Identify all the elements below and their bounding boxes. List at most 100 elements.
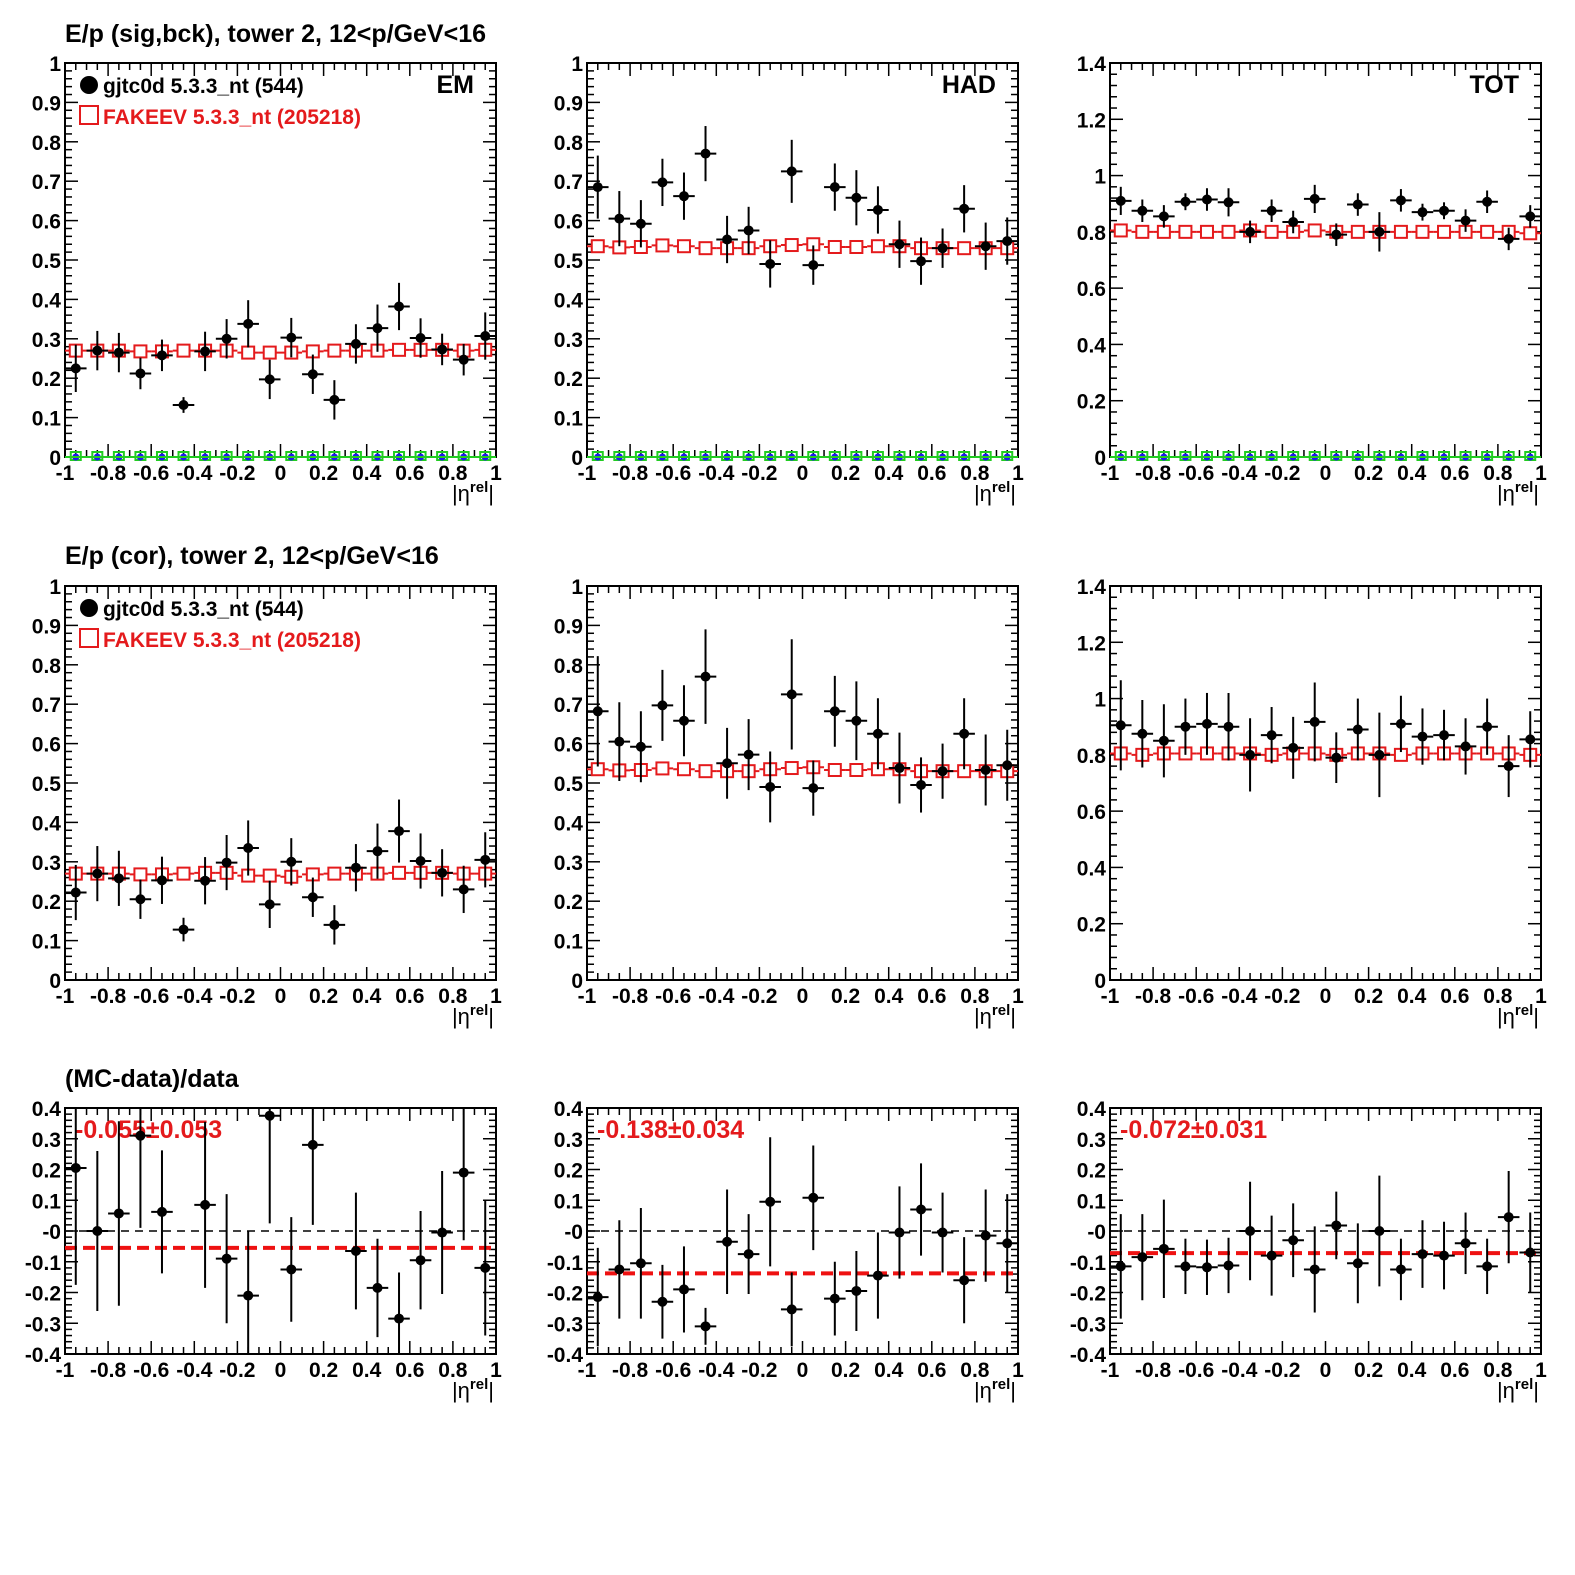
data-point	[1288, 1235, 1299, 1246]
data-point	[1352, 199, 1363, 210]
y-tick-label: 1	[1094, 166, 1106, 189]
x-tick-label: 0.6	[1440, 462, 1469, 485]
data-point	[916, 1204, 927, 1215]
x-tick-label: 0	[1320, 1359, 1332, 1382]
y-tick-label: 1	[49, 53, 61, 76]
mc-point	[957, 241, 972, 256]
data-point	[1482, 196, 1493, 207]
x-axis-title: |ηrel|	[1497, 1376, 1539, 1403]
y-tick-label: 0.9	[32, 615, 61, 638]
data-point	[1525, 1247, 1536, 1258]
x-tick-label: -0.2	[219, 462, 255, 485]
mc-point	[1393, 224, 1408, 239]
data-point	[92, 1226, 103, 1236]
data-point	[1352, 1258, 1363, 1269]
panel-cor-tot: 00.20.40.60.811.21.4-1 -0.8 -0.6 -0.4 -0.2 0 0…	[1077, 576, 1547, 1029]
data-point	[765, 1196, 776, 1207]
data-point	[1460, 215, 1471, 226]
y-tick-label: 0.4	[554, 812, 584, 835]
data-point	[92, 868, 103, 879]
mc-point	[262, 345, 277, 360]
x-tick-label: -1	[578, 462, 597, 485]
data-point	[1525, 211, 1536, 222]
x-tick-label: -0.4	[176, 1359, 213, 1382]
x-tick-label: 0.6	[917, 462, 946, 485]
x-tick-label: 1	[1535, 462, 1547, 485]
x-tick-label: -0.8	[90, 985, 127, 1008]
mc-point	[262, 868, 277, 883]
data-point	[700, 1321, 711, 1332]
data-point	[437, 344, 448, 355]
data-point	[329, 919, 340, 930]
data-point	[743, 1249, 754, 1260]
data-point	[1439, 205, 1450, 216]
x-tick-label: 0.8	[438, 462, 468, 485]
data-point	[286, 1264, 297, 1275]
data-point	[113, 873, 124, 884]
y-tick-label: -0.4	[25, 1344, 62, 1367]
y-tick-label: -0.3	[25, 1313, 61, 1336]
data-point	[286, 856, 297, 867]
data-point	[1331, 229, 1342, 240]
data-point	[1374, 749, 1385, 760]
x-tick-label: 1	[1535, 1359, 1547, 1382]
x-tick-label: -0.6	[655, 462, 691, 485]
mc-point	[655, 761, 670, 776]
y-tick-label: 0.3	[554, 329, 583, 352]
y-tick-label: 0.2	[554, 368, 583, 391]
x-tick-label: 0.6	[395, 1359, 424, 1382]
y-tick-label: 0.4	[1077, 334, 1107, 357]
x-tick-label: -0.4	[698, 462, 735, 485]
data-point	[156, 1206, 167, 1217]
x-tick-label: -0.6	[1178, 1359, 1214, 1382]
x-tick-label: 0	[1320, 985, 1332, 1008]
legend-mc-label: FAKEEV 5.3.3_nt (205218)	[103, 106, 361, 129]
data-point	[200, 1199, 211, 1210]
data-point	[135, 368, 146, 379]
data-point	[1309, 193, 1320, 204]
panel-sigbck-had: 00.10.20.30.40.50.60.70.80.91-1 -0.8 -0.6-…	[554, 53, 1024, 506]
data-point	[872, 1270, 883, 1281]
data-point	[722, 758, 733, 769]
legend-mc-marker	[79, 105, 99, 125]
data-point	[264, 899, 275, 910]
data-point	[1439, 730, 1450, 741]
data-point	[1417, 731, 1428, 742]
data-point	[1395, 195, 1406, 206]
x-tick-label: 0.6	[1440, 985, 1469, 1008]
data-point	[592, 182, 603, 193]
x-tick-label: 0.4	[1397, 985, 1427, 1008]
y-tick-label: -0.4	[1070, 1344, 1107, 1367]
x-tick-label: 0.2	[309, 985, 338, 1008]
data-point	[678, 191, 689, 202]
data-point	[200, 346, 211, 357]
data-point	[851, 1285, 862, 1296]
y-tick-label: 0.1	[1077, 1190, 1107, 1213]
panel-sigbck-tot: 00.20.40.60.811.21.4-1 -0.8 -0.6 -0.4 -0.2 0 0…	[1077, 53, 1547, 506]
y-tick-label: -0.1	[547, 1252, 584, 1275]
data-point	[722, 1236, 733, 1247]
data-point	[458, 884, 469, 895]
panel-ratio-tot: -0.4 -0.3 -0.2 -0.1 -0 0.1 0.2 0.3 0.4 -1 -0.8 -0.6…	[1070, 1098, 1547, 1403]
x-tick-label: 1	[1012, 462, 1024, 485]
data-point	[480, 854, 491, 865]
data-point	[1288, 217, 1299, 228]
data-point	[614, 213, 625, 224]
data-point	[614, 736, 625, 747]
mc-point	[176, 343, 191, 358]
data-point	[678, 1284, 689, 1295]
data-point	[1482, 1261, 1493, 1272]
data-point	[1245, 226, 1256, 237]
y-tick-label: 0	[1094, 447, 1106, 470]
panel-label: HAD	[942, 71, 996, 99]
data-point	[1223, 1260, 1234, 1271]
x-tick-label: 0.2	[831, 985, 860, 1008]
data-point	[1482, 721, 1493, 732]
data-point	[200, 875, 211, 886]
mc-point	[1178, 224, 1193, 239]
data-point	[113, 347, 124, 358]
mc-point	[1437, 224, 1452, 239]
mc-point	[827, 762, 842, 777]
data-point	[394, 1313, 405, 1324]
x-tick-label: -0.2	[741, 462, 777, 485]
